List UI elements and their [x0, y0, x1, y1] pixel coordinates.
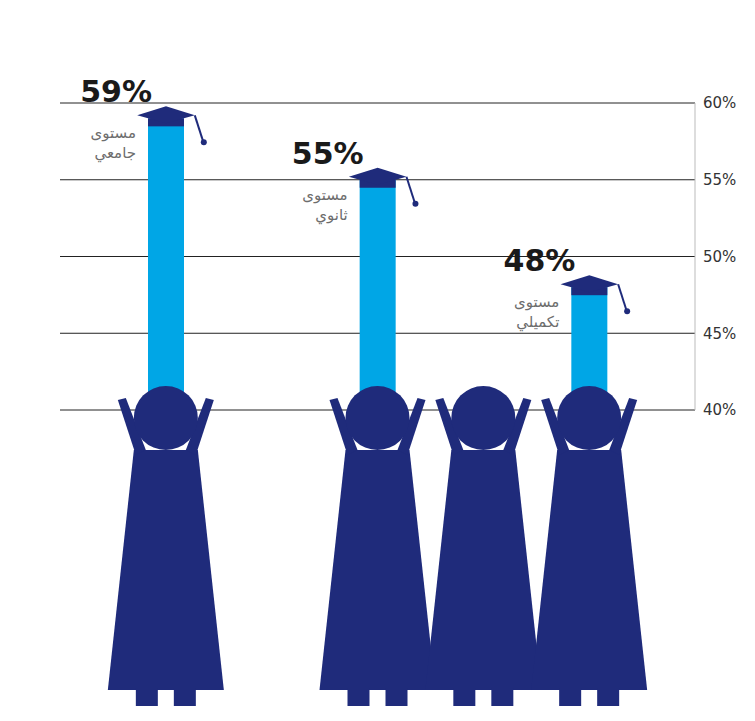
- svg-text:تكميلي: تكميلي: [516, 313, 559, 332]
- svg-text:ثانوي: ثانوي: [315, 206, 347, 225]
- svg-text:45%: 45%: [703, 325, 736, 343]
- svg-text:40%: 40%: [703, 401, 736, 419]
- svg-text:مستوى: مستوى: [514, 293, 559, 311]
- svg-text:55%: 55%: [292, 136, 364, 171]
- svg-text:جامعي: جامعي: [94, 144, 136, 163]
- svg-text:59%: 59%: [80, 74, 152, 109]
- svg-text:50%: 50%: [703, 248, 736, 266]
- svg-text:48%: 48%: [504, 243, 576, 278]
- svg-text:مستوى: مستوى: [302, 186, 347, 204]
- svg-text:60%: 60%: [703, 94, 736, 112]
- svg-text:مستوى: مستوى: [91, 124, 136, 142]
- svg-text:55%: 55%: [703, 171, 736, 189]
